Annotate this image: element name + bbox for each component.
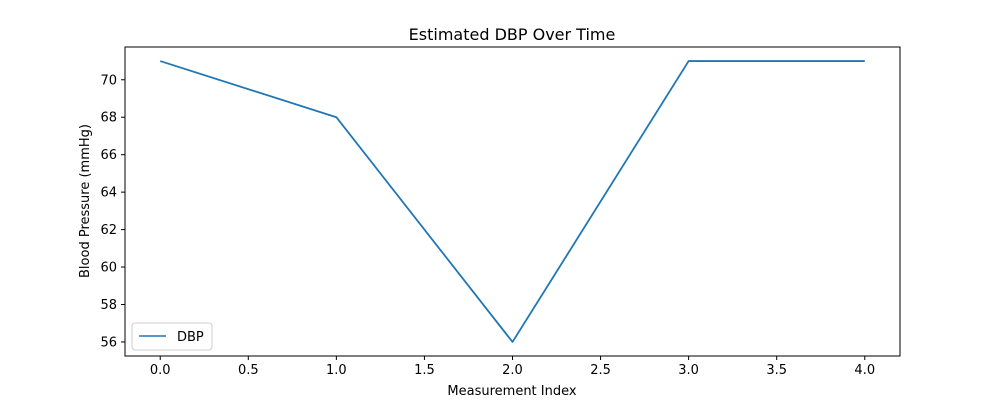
y-tick-label: 62 — [100, 223, 117, 238]
x-axis-label: Measurement Index — [447, 384, 576, 399]
x-tick-label: 1.0 — [326, 363, 347, 378]
plot-frame — [124, 46, 901, 357]
y-tick-label: 58 — [100, 298, 117, 313]
series-line-dbp — [159, 60, 865, 343]
x-tick-label: 3.0 — [678, 363, 699, 378]
x-axis: 0.0 0.5 1.0 1.5 2.0 2.5 3.0 3.5 4.0 — [150, 356, 875, 378]
y-tick-label: 66 — [100, 148, 117, 163]
y-tick-label: 70 — [100, 73, 117, 88]
x-tick-label: 4.0 — [854, 363, 875, 378]
x-tick-label: 1.5 — [414, 363, 435, 378]
y-axis: 56 58 60 62 64 66 68 70 — [100, 73, 125, 350]
legend: DBP — [131, 322, 213, 351]
y-tick-label: 68 — [100, 111, 117, 126]
chart-title: Estimated DBP Over Time — [409, 25, 616, 44]
legend-box — [131, 322, 213, 351]
x-tick-label: 0.0 — [150, 363, 171, 378]
x-tick-label: 3.5 — [766, 363, 787, 378]
y-axis-label: Blood Pressure (mmHg) — [78, 124, 93, 278]
x-tick-label: 0.5 — [238, 363, 259, 378]
x-tick-label: 2.0 — [502, 363, 523, 378]
y-tick-label: 60 — [100, 261, 117, 276]
y-tick-label: 64 — [100, 186, 117, 201]
y-tick-label: 56 — [100, 335, 117, 350]
plot-area — [124, 46, 901, 357]
x-tick-label: 2.5 — [590, 363, 611, 378]
legend-label-dbp: DBP — [177, 330, 204, 345]
series-layer — [159, 60, 865, 343]
